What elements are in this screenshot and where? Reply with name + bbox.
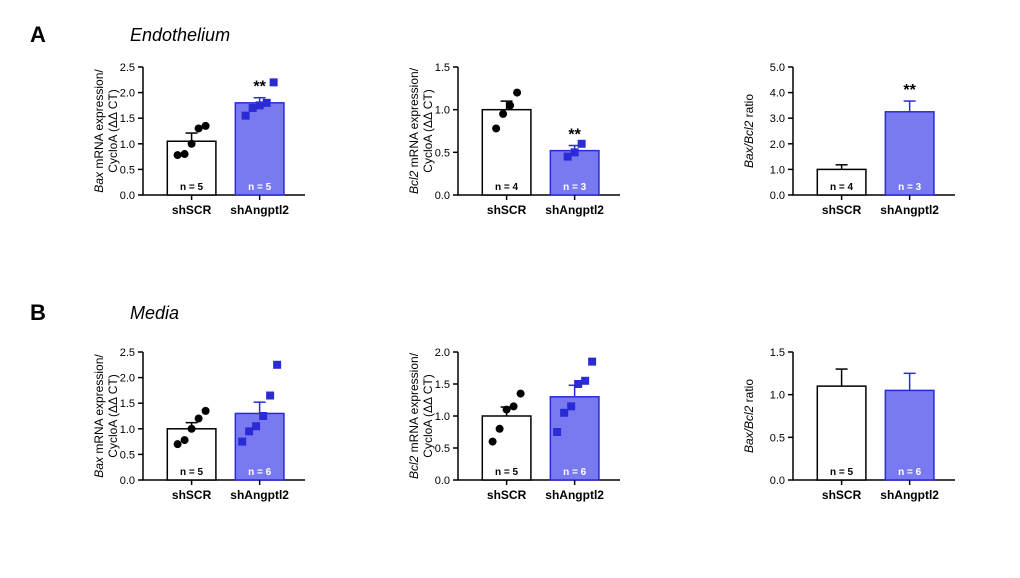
svg-text:1.5: 1.5 — [435, 62, 450, 74]
svg-text:2.0: 2.0 — [435, 347, 450, 359]
svg-text:shSCR: shSCR — [172, 203, 212, 217]
svg-text:2.0: 2.0 — [120, 88, 135, 100]
svg-text:n = 3: n = 3 — [898, 182, 922, 193]
svg-text:2.0: 2.0 — [770, 139, 785, 151]
svg-text:1.5: 1.5 — [120, 113, 135, 125]
svg-text:n = 6: n = 6 — [563, 467, 587, 478]
svg-text:shSCR: shSCR — [172, 488, 212, 502]
svg-text:shAngptl2: shAngptl2 — [230, 488, 289, 502]
svg-text:n = 5: n = 5 — [180, 467, 204, 478]
svg-text:n = 4: n = 4 — [495, 182, 519, 193]
svg-text:1.0: 1.0 — [435, 411, 450, 423]
svg-text:0.0: 0.0 — [770, 190, 785, 202]
svg-text:shSCR: shSCR — [822, 488, 862, 502]
svg-text:shAngptl2: shAngptl2 — [545, 488, 604, 502]
svg-text:Bcl2 mRNA expression/CycloA (Δ: Bcl2 mRNA expression/CycloA (ΔΔ CT) — [407, 352, 435, 479]
panel-a-title: Endothelium — [130, 25, 230, 46]
svg-text:5.0: 5.0 — [770, 62, 785, 74]
svg-text:3.0: 3.0 — [770, 113, 785, 125]
panel-b-label: B — [30, 300, 46, 326]
chart-b2-bcl2: 0.0 0.5 1.0 1.5 2.0Bcl2 mRNA expression/Cycl… — [400, 330, 630, 525]
svg-text:n = 5: n = 5 — [248, 182, 272, 193]
svg-text:Bax mRNA expression/CycloA (ΔΔ: Bax mRNA expression/CycloA (ΔΔ CT) — [92, 354, 120, 478]
svg-text:1.0: 1.0 — [770, 390, 785, 402]
svg-text:0.0: 0.0 — [120, 190, 135, 202]
svg-text:Bcl2 mRNA expression/CycloA (Δ: Bcl2 mRNA expression/CycloA (ΔΔ CT) — [407, 67, 435, 194]
svg-text:Bax mRNA expression/CycloA (ΔΔ: Bax mRNA expression/CycloA (ΔΔ CT) — [92, 69, 120, 193]
svg-text:0.5: 0.5 — [120, 449, 135, 461]
chart-b3-ratio: 0.0 0.5 1.0 1.5 Bax/Bcl2 ratio n = 5 shSCR n = … — [735, 330, 965, 525]
svg-text:4.0: 4.0 — [770, 88, 785, 100]
svg-text:shSCR: shSCR — [487, 488, 527, 502]
svg-text:1.5: 1.5 — [435, 379, 450, 391]
svg-text:0.5: 0.5 — [120, 164, 135, 176]
svg-text:0.5: 0.5 — [435, 443, 450, 455]
svg-text:0.0: 0.0 — [435, 475, 450, 487]
svg-text:2.0: 2.0 — [120, 373, 135, 385]
panel-b-title: Media — [130, 303, 179, 324]
svg-text:shAngptl2: shAngptl2 — [230, 203, 289, 217]
svg-text:n = 6: n = 6 — [898, 467, 922, 478]
svg-text:1.0: 1.0 — [770, 164, 785, 176]
chart-a1-bax: 0.0 0.5 1.0 1.5 2.0 2.5Bax mRNA expression/Cy… — [85, 45, 315, 240]
svg-text:2.5: 2.5 — [120, 62, 135, 74]
svg-text:2.5: 2.5 — [120, 347, 135, 359]
svg-text:n = 5: n = 5 — [830, 467, 854, 478]
svg-text:shAngptl2: shAngptl2 — [545, 203, 604, 217]
svg-text:n = 4: n = 4 — [830, 182, 854, 193]
svg-text:1.0: 1.0 — [120, 139, 135, 151]
svg-text:Bax/Bcl2 ratio: Bax/Bcl2 ratio — [742, 94, 756, 168]
svg-text:0.5: 0.5 — [770, 432, 785, 444]
svg-text:**: ** — [903, 82, 916, 99]
svg-text:shAngptl2: shAngptl2 — [880, 203, 939, 217]
svg-text:1.0: 1.0 — [120, 424, 135, 436]
svg-text:1.5: 1.5 — [120, 398, 135, 410]
svg-text:**: ** — [253, 79, 266, 96]
svg-text:shAngptl2: shAngptl2 — [880, 488, 939, 502]
svg-text:Bax/Bcl2 ratio: Bax/Bcl2 ratio — [742, 379, 756, 453]
svg-text:n = 3: n = 3 — [563, 182, 587, 193]
svg-text:**: ** — [568, 127, 581, 144]
svg-text:0.5: 0.5 — [435, 147, 450, 159]
svg-text:shSCR: shSCR — [822, 203, 862, 217]
svg-text:shSCR: shSCR — [487, 203, 527, 217]
svg-text:0.0: 0.0 — [770, 475, 785, 487]
chart-b1-bax: 0.0 0.5 1.0 1.5 2.0 2.5Bax mRNA expression/Cy… — [85, 330, 315, 525]
svg-text:n = 6: n = 6 — [248, 467, 272, 478]
svg-text:1.0: 1.0 — [435, 105, 450, 117]
panel-a-label: A — [30, 22, 46, 48]
svg-text:0.0: 0.0 — [120, 475, 135, 487]
chart-a2-bcl2: 0.0 0.5 1.0 1.5Bcl2 mRNA expression/CycloA … — [400, 45, 630, 240]
chart-a3-ratio: 0.0 1.0 2.0 3.0 4.0 5.0 Bax/Bcl2 ratio n = 4 shS… — [735, 45, 965, 240]
svg-text:0.0: 0.0 — [435, 190, 450, 202]
svg-text:1.5: 1.5 — [770, 347, 785, 359]
svg-text:n = 5: n = 5 — [495, 467, 519, 478]
svg-text:n = 5: n = 5 — [180, 182, 204, 193]
